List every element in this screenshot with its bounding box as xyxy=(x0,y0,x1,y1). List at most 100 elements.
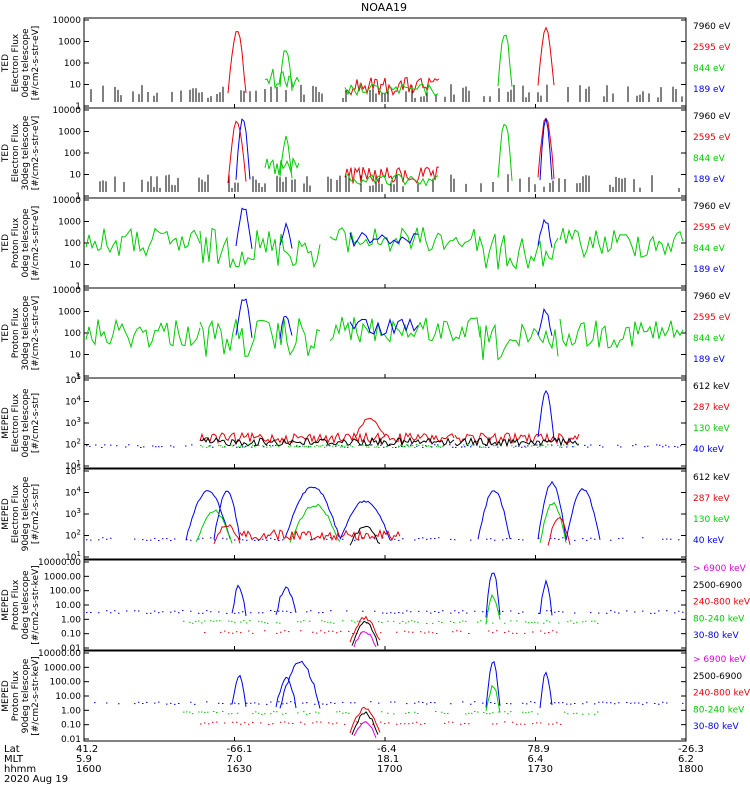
footer-label-mlt: MLT xyxy=(4,754,24,765)
legend-entry: 612 keV xyxy=(693,382,730,392)
y-tick-label: 10 xyxy=(70,81,82,91)
figure-title: NOAA19 xyxy=(361,1,407,14)
series-trace xyxy=(199,318,321,357)
y-tick-label: 100.00 xyxy=(50,587,82,597)
y-tick-label: 1 xyxy=(75,192,81,202)
series-trace xyxy=(227,120,247,184)
footer-lat-value: -66.1 xyxy=(227,744,253,755)
footer-hhmm-value: 1700 xyxy=(377,764,402,775)
series-trace xyxy=(497,123,513,181)
legend-entry: 40 keV xyxy=(693,536,725,546)
legend-entry: 30-80 keV xyxy=(693,631,739,641)
y-axis-label: MEPEDElectron Flux90deg telescope[#/cm2-… xyxy=(1,476,41,551)
y-tick-label: 1 xyxy=(75,372,81,382)
y-tick-label: 100 xyxy=(64,59,81,69)
series-trace xyxy=(235,207,253,249)
series-trace xyxy=(199,431,455,445)
y-tick-label: 104 xyxy=(65,486,81,499)
series-trace xyxy=(477,490,511,540)
series-trace xyxy=(349,525,381,546)
panel-7: 0.01 0.10 1.00 10.00 100.00 1000.00 10000.00ME… xyxy=(1,558,750,654)
y-tick-label: 10000 xyxy=(52,286,81,296)
y-tick-label: 105 xyxy=(65,373,81,386)
series-trace xyxy=(353,631,377,648)
series-trace xyxy=(559,318,684,349)
y-axis-label: MEPEDProton Flux90deg telescope[#/cm2-s-… xyxy=(1,656,41,735)
y-tick-label: 10000.00 xyxy=(38,649,81,659)
series-trace xyxy=(349,231,419,248)
series-trace xyxy=(349,317,419,336)
series-trace xyxy=(289,503,341,543)
y-tick-label: 0.10 xyxy=(61,630,81,640)
plot-frame xyxy=(83,650,687,742)
footer-lat-value: -6.4 xyxy=(377,744,397,755)
series-trace xyxy=(565,487,601,541)
y-tick-label: 1000.00 xyxy=(44,663,81,673)
series-trace xyxy=(559,227,684,259)
y-tick-label: 100.00 xyxy=(50,678,82,688)
plot-frame xyxy=(83,468,687,560)
series-trace xyxy=(279,135,293,179)
y-tick-label: 1 xyxy=(75,282,81,292)
legend-entry: 287 keV xyxy=(693,494,730,504)
series-spikes xyxy=(90,84,683,102)
series-dots xyxy=(183,711,599,715)
legend-entry: 189 eV xyxy=(693,355,726,365)
y-tick-label: 1.00 xyxy=(61,706,81,716)
series-trace xyxy=(344,173,439,187)
y-tick-label: 10.00 xyxy=(55,692,81,702)
series-trace xyxy=(539,671,553,709)
series-dots xyxy=(86,537,680,541)
date-label: 2020 Aug 19 xyxy=(4,774,68,785)
series-trace xyxy=(539,579,553,616)
series-trace xyxy=(485,572,501,618)
y-tick-label: 10000 xyxy=(52,196,81,206)
series-trace xyxy=(547,517,571,546)
y-tick-label: 0.01 xyxy=(61,644,81,654)
series-dots xyxy=(183,620,599,624)
series-trace xyxy=(279,315,293,340)
footer-lat-value: 41.2 xyxy=(76,744,98,755)
series-dots xyxy=(200,721,562,725)
legend-entry: 612 keV xyxy=(693,473,730,483)
y-tick-label: 10.00 xyxy=(55,601,81,611)
series-trace xyxy=(235,298,253,338)
series-trace xyxy=(479,233,559,270)
y-tick-label: 10000 xyxy=(52,16,81,26)
series-trace xyxy=(195,509,233,544)
series-dots xyxy=(94,701,684,705)
legend-entry: 189 eV xyxy=(693,265,726,275)
legend-entry: 844 eV xyxy=(693,154,726,164)
series-trace xyxy=(279,221,293,249)
y-tick-label: 10 xyxy=(70,261,82,271)
y-axis-label: TEDElectron Flux0deg telescope[#/cm2-s-s… xyxy=(1,26,41,101)
series-trace xyxy=(329,316,481,343)
series-dots xyxy=(200,444,444,448)
panel-1: 1 10 100 1000 10000 TEDElectron Flux0deg tele… xyxy=(1,16,731,112)
legend-entry: 40 keV xyxy=(693,445,725,455)
plot-frame xyxy=(83,377,687,469)
y-axis-label: TEDProton Flux30deg telescope[#/cm2-s-st… xyxy=(1,295,41,370)
legend-entry: 80-240 keV xyxy=(693,705,745,715)
legend-entry: 2595 eV xyxy=(693,313,731,323)
panel-4: 1 10 100 1000 10000 TEDProton Flux30deg teles… xyxy=(1,286,731,382)
footer-hhmm-value: 1800 xyxy=(678,764,703,775)
series-trace xyxy=(227,30,247,94)
y-tick-label: 0.10 xyxy=(61,721,81,731)
legend-entry: 7960 eV xyxy=(693,22,731,32)
y-tick-label: 0.01 xyxy=(61,735,81,745)
y-tick-label: 1000 xyxy=(58,38,81,48)
y-tick-label: 10 xyxy=(70,171,82,181)
y-axis-label: MEPEDProton Flux0deg telescope[#/cm2-s-s… xyxy=(1,565,41,644)
y-tick-label: 1000 xyxy=(58,128,81,138)
y-tick-label: 1000.00 xyxy=(44,572,81,582)
legend-entry: 189 eV xyxy=(693,175,726,185)
series-trace xyxy=(329,227,481,253)
y-tick-label: 102 xyxy=(65,438,81,451)
series-trace xyxy=(539,501,567,544)
series-spikes xyxy=(99,174,680,192)
legend-entry: 2595 eV xyxy=(693,43,731,53)
